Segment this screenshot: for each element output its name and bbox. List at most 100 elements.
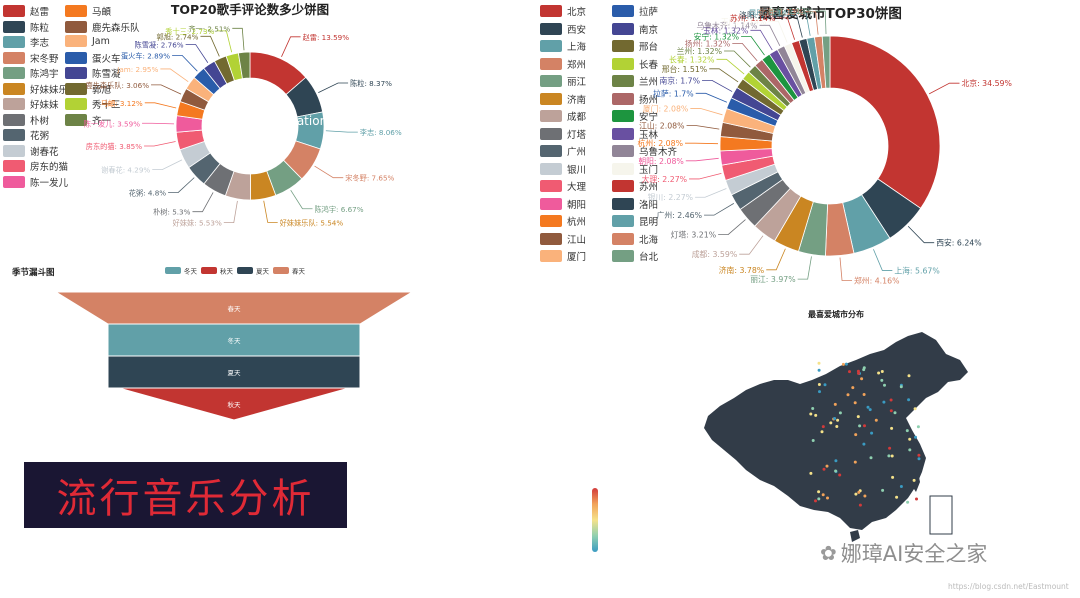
city-slice-label: 厦门: 2.08% (643, 103, 688, 113)
legend-swatch (612, 92, 634, 105)
city-legend-item[interactable]: 江山 (540, 232, 586, 246)
city-slice-label: 长春: 1.32% (669, 54, 714, 64)
legend-label: 银川 (567, 164, 587, 176)
city-label-line (839, 257, 853, 281)
funnel-legend-swatch[interactable] (201, 267, 217, 274)
city-legend-item[interactable]: 杭州 (540, 214, 586, 228)
funnel-stage-label: 秋天 (228, 400, 242, 409)
city-legend-item[interactable]: 昆明 (612, 214, 658, 228)
city-legend-item[interactable]: 北海 (612, 232, 658, 246)
singer-slice-label: 郭旭: 2.74% (157, 32, 199, 41)
city-legend-item[interactable]: 大理 (540, 179, 586, 193)
singer-legend-item[interactable]: 秀十三 (65, 97, 121, 111)
funnel-stage[interactable] (118, 387, 350, 421)
singer-legend-item[interactable]: 李志 (3, 35, 49, 49)
city-legend-item[interactable]: 苏州 (612, 179, 658, 193)
city-legend-item[interactable]: 朝阳 (540, 197, 586, 211)
watermark-brand: 娜璋AI安全之家 (840, 542, 988, 566)
singer-pie-center-text: ation (297, 114, 327, 128)
city-legend-item[interactable]: 厦门 (540, 249, 586, 263)
city-legend-item[interactable]: 南京 (612, 22, 658, 36)
singer-legend-item[interactable]: 鹿先森乐队 (65, 20, 140, 34)
city-legend-item[interactable]: 扬州 (612, 92, 658, 106)
funnel-legend-swatch[interactable] (273, 267, 289, 274)
legend-label: 齐一 (92, 115, 112, 127)
legend-label: Jam (92, 35, 110, 47)
funnel-legend-swatch[interactable] (165, 267, 181, 274)
singer-legend-item[interactable]: 陈一发儿 (3, 175, 68, 189)
city-legend-item[interactable]: 乌鲁木齐 (612, 144, 677, 158)
singer-label-line (151, 84, 182, 95)
city-dot (870, 431, 874, 435)
city-dot (856, 369, 860, 373)
city-legend-item[interactable]: 台北 (612, 249, 658, 263)
city-legend-item[interactable]: 玉门 (612, 162, 658, 176)
city-legend-item[interactable]: 成都 (540, 109, 586, 123)
singer-slice-label: 秀十三: 2.73% (165, 27, 214, 36)
city-legend-item[interactable]: 丽江 (540, 74, 586, 88)
funnel-legend-swatch[interactable] (237, 267, 253, 274)
singer-legend-item[interactable]: 好妹妹乐队 (3, 82, 78, 96)
city-dot (829, 421, 833, 425)
singer-legend-item[interactable]: 马頔 (65, 4, 111, 18)
city-dot (811, 439, 815, 442)
city-slice-label: 西安: 6.24% (936, 238, 981, 248)
singer-legend-item[interactable]: 陈雪凝 (65, 66, 121, 80)
singer-legend-item[interactable]: 朴树 (3, 113, 49, 127)
city-slice-label: 玉门: 1.14% (721, 16, 766, 26)
singer-legend-item[interactable]: 花粥 (3, 128, 49, 142)
singer-legend-item[interactable]: 郭旭 (65, 82, 111, 96)
city-legend-item[interactable]: 玉林 (612, 127, 658, 141)
legend-label: 朝阳 (567, 199, 587, 211)
city-legend-item[interactable]: 灯塔 (540, 127, 586, 141)
city-legend-item[interactable]: 兰州 (612, 74, 658, 88)
city-dot (916, 425, 920, 429)
city-slice[interactable] (821, 35, 831, 89)
legend-swatch (612, 5, 634, 17)
legend-label: 郑州 (567, 59, 587, 71)
city-map-panel: 最喜爱城市分布 (690, 300, 1080, 598)
city-legend-item[interactable]: 西安 (540, 22, 586, 36)
city-dot (907, 374, 911, 378)
singer-legend-item[interactable]: 陈鸿宇 (3, 66, 59, 80)
city-legend-item[interactable]: 济南 (540, 92, 586, 106)
city-dot (833, 417, 837, 420)
city-legend-item[interactable]: 拉萨 (612, 4, 658, 18)
city-dot (908, 437, 912, 441)
singer-legend-item[interactable]: 赵雷 (3, 4, 49, 18)
city-legend-item[interactable]: 邢台 (612, 39, 658, 53)
singer-legend-item[interactable]: 蛋火车 (65, 51, 121, 65)
legend-swatch (540, 232, 562, 245)
city-legend-item[interactable]: 长春 (612, 57, 658, 71)
legend-swatch (540, 57, 562, 70)
singer-legend-item[interactable]: 房东的猫 (3, 159, 68, 173)
legend-swatch (65, 113, 87, 126)
singer-legend-item[interactable]: 陈粒 (3, 20, 49, 34)
legend-label: 陈鸿宇 (30, 69, 59, 80)
city-legend-item[interactable]: 郑州 (540, 57, 586, 71)
city-dot (863, 424, 866, 428)
city-dot (817, 497, 821, 501)
city-legend-item[interactable]: 银川 (540, 162, 586, 176)
city-dot (838, 473, 842, 477)
city-label-line (702, 79, 733, 92)
funnel-legend-label: 秋天 (220, 267, 234, 276)
city-slice-label: 兰州: 1.32% (677, 46, 722, 56)
singer-legend-item[interactable]: 齐一 (65, 113, 111, 127)
singer-legend-item[interactable]: 宋冬野 (3, 51, 59, 65)
city-legend-item[interactable]: 洛阳 (612, 197, 658, 211)
city-legend-item[interactable]: 上海 (540, 39, 586, 53)
singer-legend-item[interactable]: 谢春花 (3, 144, 59, 158)
singer-slice[interactable] (237, 51, 251, 80)
funnel-stage[interactable] (107, 355, 361, 389)
singer-legend-item[interactable]: Jam (65, 35, 110, 47)
city-dot (821, 425, 825, 429)
city-dot (880, 370, 884, 373)
city-slice-label: 成都: 3.59% (692, 249, 737, 259)
city-pie-chart: 最喜爱城市TOP30饼图 北京: 34.59% 西安: 6.24% 上海: 5.67… (638, 5, 1012, 285)
singer-legend-item[interactable]: 好妹妹 (3, 97, 59, 111)
city-slice[interactable] (829, 35, 941, 209)
city-legend-item[interactable]: 安宁 (612, 109, 658, 123)
city-legend-item[interactable]: 广州 (540, 144, 586, 158)
city-legend-item[interactable]: 北京 (540, 4, 586, 18)
